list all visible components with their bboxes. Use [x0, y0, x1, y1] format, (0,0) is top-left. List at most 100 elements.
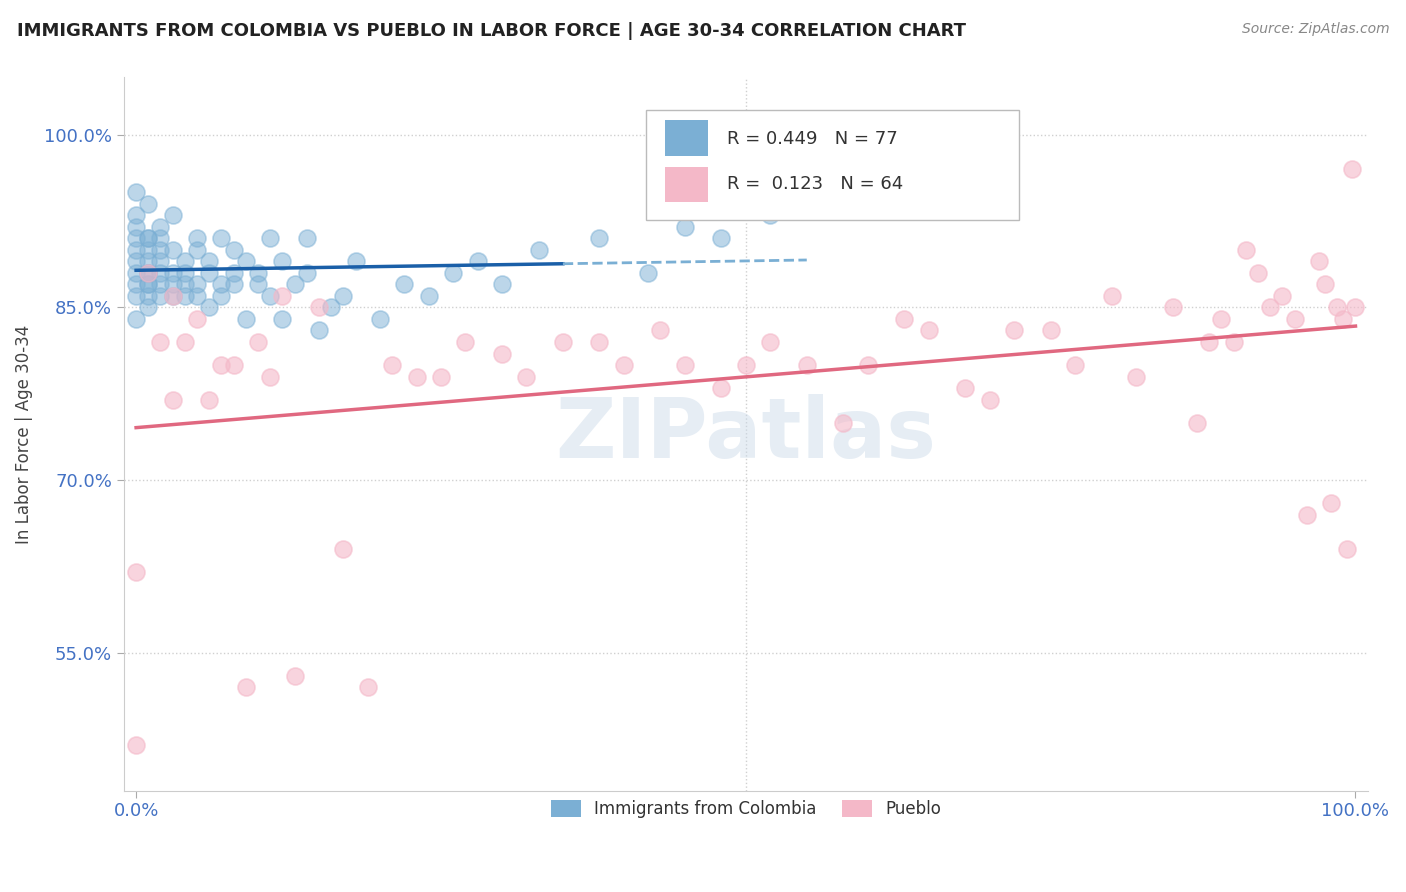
Point — [308, 301, 330, 315]
Point — [271, 289, 294, 303]
Text: Source: ZipAtlas.com: Source: ZipAtlas.com — [1241, 22, 1389, 37]
Point — [247, 266, 270, 280]
Point — [418, 289, 440, 303]
Point — [186, 231, 208, 245]
Point — [1331, 312, 1354, 326]
Point — [1198, 334, 1220, 349]
Point — [186, 243, 208, 257]
Text: IMMIGRANTS FROM COLOMBIA VS PUEBLO IN LABOR FORCE | AGE 30-34 CORRELATION CHART: IMMIGRANTS FROM COLOMBIA VS PUEBLO IN LA… — [17, 22, 966, 40]
Point — [136, 277, 159, 292]
Point — [222, 243, 245, 257]
Point — [955, 381, 977, 395]
Point — [173, 277, 195, 292]
Point — [222, 266, 245, 280]
Point — [1125, 369, 1147, 384]
Point — [527, 243, 550, 257]
Point — [918, 324, 941, 338]
Point — [368, 312, 391, 326]
Point — [125, 277, 148, 292]
Point — [405, 369, 427, 384]
Point — [125, 738, 148, 752]
Point — [1308, 254, 1330, 268]
Point — [211, 289, 233, 303]
Point — [198, 254, 221, 268]
Point — [259, 289, 281, 303]
Point — [149, 266, 172, 280]
Point — [149, 231, 172, 245]
Point — [235, 312, 257, 326]
Point — [247, 334, 270, 349]
Point — [271, 312, 294, 326]
Point — [1222, 334, 1244, 349]
Point — [454, 334, 477, 349]
Point — [125, 565, 148, 579]
Point — [259, 369, 281, 384]
Point — [1340, 162, 1362, 177]
Point — [1101, 289, 1123, 303]
Point — [149, 219, 172, 234]
Y-axis label: In Labor Force | Age 30-34: In Labor Force | Age 30-34 — [15, 325, 32, 543]
Point — [284, 277, 307, 292]
Point — [162, 392, 184, 407]
Legend: Immigrants from Colombia, Pueblo: Immigrants from Colombia, Pueblo — [544, 794, 948, 825]
Point — [125, 219, 148, 234]
Point — [1295, 508, 1317, 522]
Point — [673, 219, 696, 234]
Point — [441, 266, 464, 280]
Point — [1344, 301, 1367, 315]
Point — [1320, 496, 1343, 510]
Point — [394, 277, 416, 292]
Point — [1185, 416, 1208, 430]
Text: R =  0.123   N = 64: R = 0.123 N = 64 — [727, 176, 904, 194]
Point — [759, 334, 782, 349]
Point — [211, 277, 233, 292]
Point — [235, 254, 257, 268]
Point — [588, 334, 610, 349]
Point — [673, 358, 696, 372]
Point — [515, 369, 537, 384]
Point — [856, 358, 879, 372]
Point — [332, 289, 354, 303]
Point — [173, 266, 195, 280]
Point — [344, 254, 367, 268]
Point — [321, 301, 343, 315]
Point — [162, 243, 184, 257]
Point — [222, 358, 245, 372]
Text: ZIPatlas: ZIPatlas — [555, 393, 936, 475]
Point — [149, 243, 172, 257]
Point — [198, 301, 221, 315]
Point — [136, 266, 159, 280]
Point — [235, 680, 257, 694]
Point — [796, 358, 818, 372]
Point — [125, 289, 148, 303]
Point — [211, 358, 233, 372]
Point — [198, 266, 221, 280]
Point — [136, 266, 159, 280]
Point — [1336, 542, 1358, 557]
Point — [136, 197, 159, 211]
Point — [1258, 301, 1281, 315]
Point — [1234, 243, 1257, 257]
Text: R = 0.449   N = 77: R = 0.449 N = 77 — [727, 129, 898, 148]
Point — [136, 266, 159, 280]
Bar — [665, 167, 709, 202]
Point — [467, 254, 489, 268]
Point — [149, 277, 172, 292]
Point — [1271, 289, 1294, 303]
Point — [162, 289, 184, 303]
Point — [1247, 266, 1270, 280]
Point — [162, 266, 184, 280]
Point — [295, 266, 318, 280]
Point — [1284, 312, 1306, 326]
Point — [1211, 312, 1233, 326]
Point — [149, 334, 172, 349]
Point — [284, 668, 307, 682]
Point — [551, 334, 574, 349]
Point — [430, 369, 453, 384]
Point — [247, 277, 270, 292]
Point — [125, 312, 148, 326]
Point — [357, 680, 380, 694]
Point — [979, 392, 1001, 407]
Point — [136, 289, 159, 303]
Point — [1039, 324, 1062, 338]
